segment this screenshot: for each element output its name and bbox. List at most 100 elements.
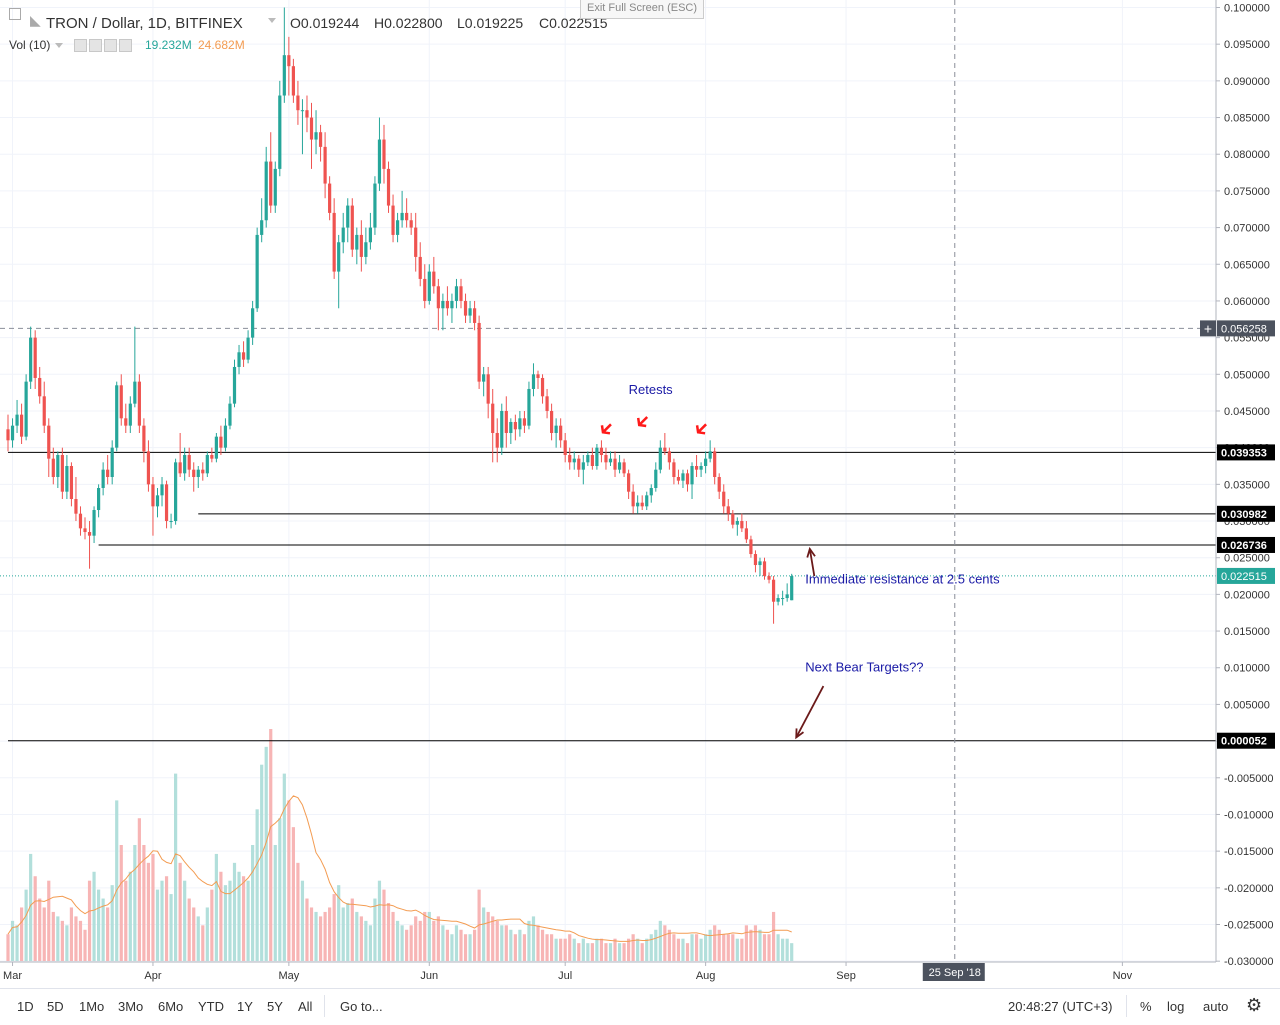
volume-bar: [391, 911, 395, 961]
candle-body: [332, 212, 336, 272]
volume-bar: [713, 925, 717, 961]
volume-bar: [10, 920, 15, 961]
price-axis: 0.100000 0.095000 0.090000 0.085000 0.080000…: [1200, 0, 1275, 968]
candle-body: [350, 205, 354, 250]
volume-bar: [19, 907, 24, 961]
volume-bar: [758, 929, 762, 961]
x-tick-label: May: [278, 970, 299, 982]
volume-bar: [87, 880, 92, 961]
candle-body: [246, 337, 250, 360]
volume-bar: [463, 934, 468, 961]
volume-bar: [187, 898, 191, 961]
candle-body: [196, 469, 200, 478]
volume-bar: [414, 916, 418, 961]
volume-bar: [205, 907, 209, 961]
collapse-icon[interactable]: [9, 8, 21, 20]
volume-bar: [377, 880, 382, 961]
timeframe-button[interactable]: 1D: [17, 999, 34, 1014]
price-tag-label: 0.039353: [1221, 447, 1267, 459]
candle-body: [305, 110, 309, 118]
candle-body: [472, 308, 477, 323]
chevron-down-icon[interactable]: [55, 43, 63, 48]
volume-bar: [228, 880, 232, 961]
pin-icon[interactable]: ◣: [30, 12, 41, 28]
volume-bar: [174, 773, 178, 961]
exit-fullscreen-button[interactable]: Exit Full Screen (ESC): [580, 0, 705, 19]
candle-body: [87, 532, 92, 536]
volume-bar: [744, 925, 748, 961]
volume-bar: [599, 938, 604, 961]
eye-icon[interactable]: [74, 39, 87, 52]
candle-body: [355, 234, 359, 250]
candle-body: [269, 161, 273, 206]
symbol-title[interactable]: TRON / Dollar, 1D, BITFINEX: [46, 15, 243, 32]
auto-toggle[interactable]: auto: [1203, 999, 1229, 1014]
candle-body: [19, 414, 24, 437]
candle-body: [395, 220, 400, 235]
y-tick-label: 0.060000: [1224, 296, 1270, 308]
volume-bar: [24, 889, 28, 961]
volume-bar: [608, 943, 613, 961]
candle-body: [278, 95, 282, 169]
candle-body: [74, 499, 78, 514]
timeframe-button[interactable]: 5D: [47, 999, 64, 1014]
y-tick-label: -0.030000: [1224, 956, 1274, 968]
candle-body: [518, 418, 522, 430]
candle-body: [495, 432, 499, 448]
y-tick-label: 0.015000: [1224, 626, 1270, 638]
volume-bar: [654, 929, 658, 961]
timeframe-button[interactable]: 5Y: [267, 999, 283, 1014]
candle-body: [640, 502, 644, 507]
volume-ma-line: [7, 795, 792, 942]
candle-body: [42, 396, 46, 426]
y-tick-label: 0.035000: [1224, 479, 1270, 491]
candle-body: [414, 227, 418, 257]
candle-body: [38, 377, 42, 397]
volume-bar: [78, 920, 83, 961]
timeframe-button[interactable]: YTD: [198, 999, 224, 1014]
candle-body: [337, 242, 341, 272]
volume-bar: [368, 925, 372, 961]
volume-bar: [29, 853, 33, 961]
add-icon[interactable]: [104, 39, 117, 52]
volume-bar: [640, 943, 644, 961]
candle-body: [663, 447, 667, 452]
candle-body: [60, 454, 64, 492]
candle-body: [432, 271, 436, 287]
candle-body: [328, 183, 332, 213]
log-toggle[interactable]: log: [1167, 999, 1185, 1014]
volume-bar: [531, 916, 536, 961]
volume-bar: [645, 938, 649, 961]
volume-bar: [232, 862, 237, 961]
candle-body: [722, 491, 726, 507]
timeframe-button[interactable]: 1Mo: [79, 999, 105, 1014]
chevron-down-icon[interactable]: [268, 18, 276, 23]
candle-body: [649, 488, 653, 496]
brown-arrow: [795, 685, 825, 740]
candle-body: [753, 554, 758, 566]
percent-toggle[interactable]: %: [1140, 999, 1152, 1014]
close-icon[interactable]: [119, 39, 132, 52]
timeframe-button[interactable]: 3Mo: [118, 999, 144, 1014]
y-tick-label: -0.005000: [1224, 773, 1274, 785]
gear-icon[interactable]: ⚙: [1246, 995, 1263, 1015]
volume-bar: [214, 853, 218, 961]
crosshair-price-tag: [1217, 320, 1275, 337]
price-chart[interactable]: Retests Immediate resistance at 2.5 cents…: [0, 0, 1280, 988]
volume-bar: [627, 938, 631, 961]
volume-label[interactable]: Vol (10): [9, 38, 51, 52]
settings-icon[interactable]: [89, 39, 102, 52]
timeframe-button[interactable]: All: [298, 999, 313, 1014]
volume-bar: [418, 920, 422, 961]
timeframe-button[interactable]: 6Mo: [158, 999, 184, 1014]
candle-body: [151, 484, 155, 507]
volume-bar: [704, 934, 708, 961]
ohlc-close: C0.022515: [539, 15, 608, 31]
candle-body: [654, 469, 658, 489]
plus-icon: +: [1204, 320, 1212, 336]
volume-bar: [318, 916, 323, 961]
timeframe-button[interactable]: 1Y: [237, 999, 253, 1014]
clock: 20:48:27 (UTC+3): [1008, 999, 1113, 1014]
goto-button[interactable]: Go to...: [340, 999, 383, 1014]
candle-body: [241, 352, 246, 360]
